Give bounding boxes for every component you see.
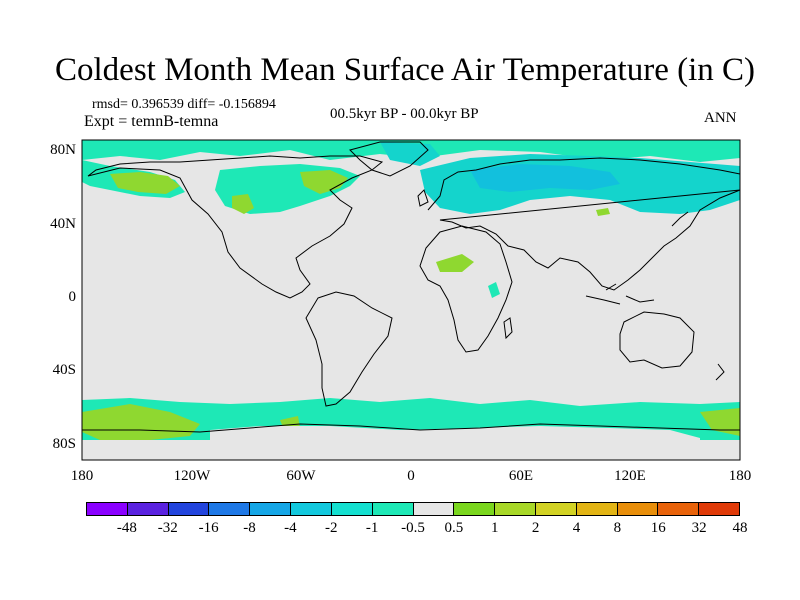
africa-coast [419,225,513,353]
period-label: 00.5kyr BP - 00.0kyr BP [330,106,479,122]
colorbar-label-4: -4 [284,520,297,536]
map-title: Coldest Month Mean Surface Air Temperatu… [55,52,755,88]
colorbar-swatch-12 [576,503,618,515]
lat-tick-0: 0 [68,289,77,305]
colorbar-swatch-11 [535,503,577,515]
lon-tick-60w: 60W [286,468,316,484]
colorbar-label-11: 4 [572,520,581,536]
indonesia-coast [585,283,655,305]
colorbar-label-7: -0.5 [401,520,425,536]
coastlines [82,141,741,433]
colorbar-swatch-1 [127,503,169,515]
sahara-positive [436,254,474,272]
colorbar-swatch-3 [209,503,251,515]
alaska-positive [110,172,180,194]
lon-tick-120e: 120E [614,468,646,484]
colorbar-label-5: -2 [325,520,338,536]
season-label: ANN [704,110,737,126]
colorbar-label-10: 2 [531,520,540,536]
colorbar [86,502,740,516]
colorbar-label-9: 1 [491,520,499,536]
colorbar-swatch-0 [87,503,128,515]
south-america-coast [305,291,393,407]
antarctic-positive-e [700,408,740,436]
colorbar-swatch-7 [372,503,414,515]
greenland-anomaly [380,142,440,166]
eurasia-coast [427,157,741,291]
colorbar-label-14: 32 [691,520,707,536]
lat-tick-40n: 40N [50,216,76,232]
map-frame [81,139,741,461]
colorbar-label-6: -1 [365,520,379,536]
colorbar-label-8: 0.5 [444,520,464,536]
colorbar-label-15: 48 [732,520,748,536]
experiment-label: Expt = temnB-temna [84,113,219,130]
colorbar-swatch-15 [699,503,739,515]
north-america-coast [87,155,384,299]
uk-coast [417,189,429,207]
madagascar-coast [503,317,513,340]
antarctica-coast [82,423,740,433]
lat-tick-40s: 40S [52,362,76,378]
rmsd-stats: rmsd= 0.396539 diff= -0.156894 [92,97,276,112]
lon-tick-120w: 120W [173,468,211,484]
africa-east-anomaly [488,282,500,298]
japan-coast [671,211,689,227]
colorbar-swatch-10 [495,503,536,515]
colorbar-label-3: -8 [243,520,256,536]
colorbar-label-0: -48 [116,520,137,536]
colorbar-label-1: -32 [157,520,178,536]
lat-tick-80n: 80N [50,142,76,158]
colorbar-label-13: 16 [650,520,666,536]
new-zealand-coast [715,363,725,381]
lon-tick-60e: 60E [508,468,534,484]
canada-positive [300,170,348,194]
colorbar-swatch-8 [413,503,455,515]
colorbar-label-12: 8 [613,520,622,536]
colorbar-swatch-14 [658,503,700,515]
australia-coast [619,311,695,369]
lat-tick-80s: 80S [52,436,76,452]
anomaly-fields [82,140,740,460]
lon-tick-180w: 180 [70,468,94,484]
asia-positive [596,208,610,216]
greenland-coast [349,141,429,177]
antarctic-interior [210,426,700,460]
colorbar-swatch-13 [617,503,659,515]
colorbar-swatch-9 [454,503,496,515]
rockies-positive [232,194,254,214]
colorbar-swatch-4 [250,503,292,515]
lon-tick-0: 0 [407,468,415,484]
siberia-anomaly [470,164,620,192]
lon-tick-180e: 180 [728,468,752,484]
colorbar-swatch-2 [168,503,210,515]
colorbar-label-2: -16 [198,520,219,536]
colorbar-swatch-6 [331,503,373,515]
colorbar-swatch-5 [291,503,332,515]
